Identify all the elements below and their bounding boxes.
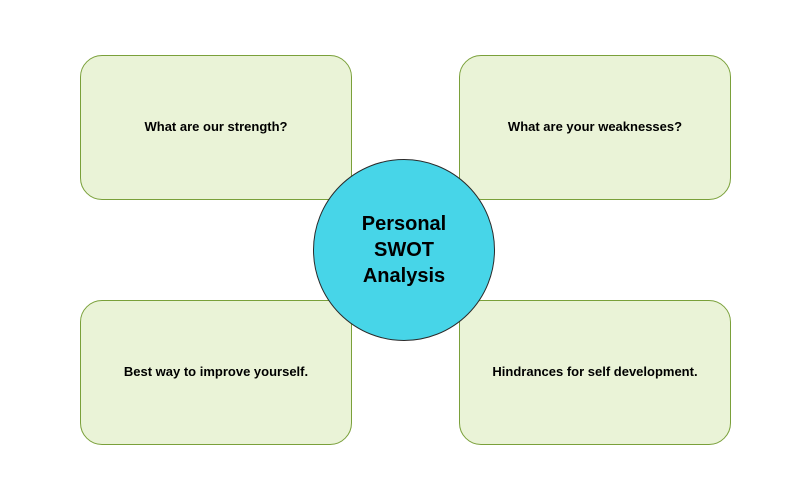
quadrant-weaknesses: What are your weaknesses? <box>459 55 731 200</box>
quadrant-opportunities: Best way to improve yourself. <box>80 300 352 445</box>
center-circle: Personal SWOT Analysis <box>313 159 495 341</box>
quadrant-strengths: What are our strength? <box>80 55 352 200</box>
quadrant-threats: Hindrances for self development. <box>459 300 731 445</box>
swot-diagram: What are our strength? What are your wea… <box>0 0 800 502</box>
